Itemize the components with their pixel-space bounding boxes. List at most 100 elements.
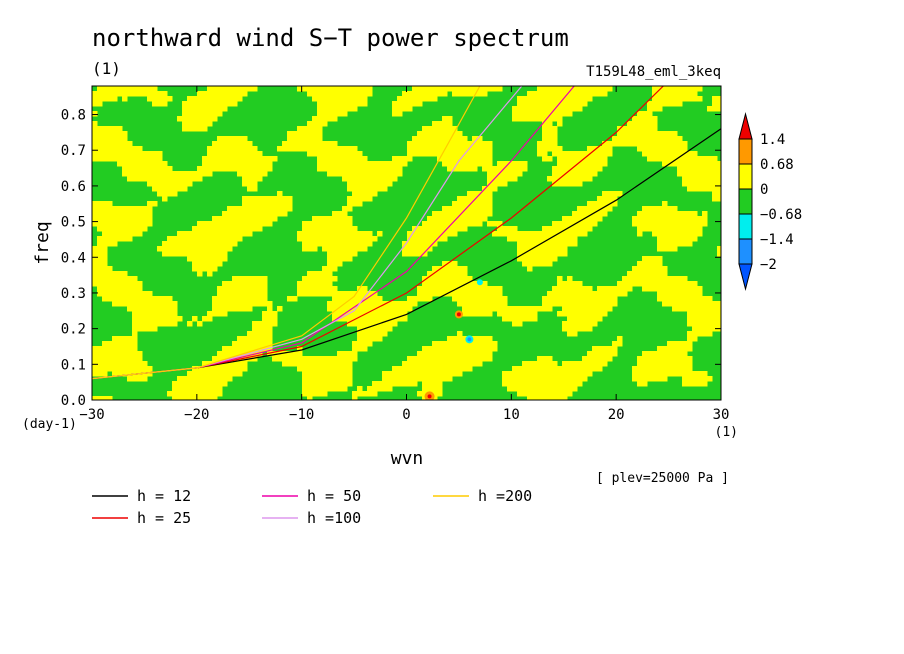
field-cell bbox=[202, 266, 208, 272]
field-cell bbox=[487, 221, 493, 227]
field-cell bbox=[342, 111, 348, 117]
field-cell bbox=[487, 351, 493, 357]
field-cell bbox=[337, 211, 343, 217]
field-cell bbox=[222, 211, 228, 217]
field-cell bbox=[657, 281, 663, 287]
field-cell bbox=[692, 331, 698, 337]
field-cell bbox=[342, 361, 348, 367]
field-cell bbox=[537, 146, 543, 152]
field-cell bbox=[292, 356, 298, 362]
field-cell bbox=[422, 246, 428, 252]
field-cell bbox=[372, 301, 378, 307]
field-cell bbox=[337, 361, 343, 367]
field-cell bbox=[252, 336, 258, 342]
field-cell bbox=[452, 351, 458, 357]
field-cell bbox=[207, 96, 213, 102]
field-cell bbox=[242, 286, 248, 292]
field-cell bbox=[257, 336, 263, 342]
field-cell bbox=[317, 156, 323, 162]
field-cell bbox=[652, 136, 658, 142]
field-cell bbox=[112, 271, 118, 277]
field-cell bbox=[517, 236, 523, 242]
field-cell bbox=[392, 301, 398, 307]
field-cell bbox=[647, 266, 653, 272]
field-cell bbox=[222, 146, 228, 152]
field-cell bbox=[672, 241, 678, 247]
field-cell bbox=[702, 306, 708, 312]
field-cell bbox=[182, 386, 188, 392]
field-cell bbox=[692, 221, 698, 227]
field-cell bbox=[137, 156, 143, 162]
field-cell bbox=[637, 361, 643, 367]
field-cell bbox=[122, 301, 128, 307]
field-cell bbox=[542, 121, 548, 127]
field-cell bbox=[487, 211, 493, 217]
field-cell bbox=[547, 256, 553, 262]
field-cell bbox=[677, 136, 683, 142]
field-cell bbox=[557, 376, 563, 382]
field-cell bbox=[557, 241, 563, 247]
field-cell bbox=[567, 381, 573, 387]
field-cell bbox=[667, 151, 673, 157]
field-cell bbox=[337, 161, 343, 167]
field-cell bbox=[327, 236, 333, 242]
field-cell bbox=[222, 311, 228, 317]
field-cell bbox=[347, 231, 353, 237]
field-cell bbox=[247, 171, 253, 177]
field-cell bbox=[337, 256, 343, 262]
field-cell bbox=[322, 216, 328, 222]
field-cell bbox=[92, 396, 98, 400]
field-cell bbox=[697, 96, 703, 102]
field-cell bbox=[127, 206, 133, 212]
field-cell bbox=[687, 286, 693, 292]
field-cell bbox=[367, 321, 373, 327]
field-cell bbox=[137, 296, 143, 302]
field-cell bbox=[207, 366, 213, 372]
field-cell bbox=[377, 161, 383, 167]
field-cell bbox=[642, 131, 648, 137]
field-cell bbox=[152, 201, 158, 207]
field-cell bbox=[447, 151, 453, 157]
field-cell bbox=[662, 96, 668, 102]
field-cell bbox=[102, 236, 108, 242]
colorbar-segment bbox=[738, 238, 753, 265]
field-cell bbox=[462, 216, 468, 222]
field-cell bbox=[692, 186, 698, 192]
field-cell bbox=[482, 341, 488, 347]
field-cell bbox=[522, 161, 528, 167]
field-cell bbox=[562, 226, 568, 232]
field-cell bbox=[427, 361, 433, 367]
field-cell bbox=[677, 296, 683, 302]
field-cell bbox=[352, 91, 358, 97]
field-cell bbox=[377, 326, 383, 332]
field-cell bbox=[437, 281, 443, 287]
field-cell bbox=[552, 371, 558, 377]
field-cell bbox=[437, 286, 443, 292]
field-cell bbox=[337, 306, 343, 312]
field-cell bbox=[107, 281, 113, 287]
field-cell bbox=[642, 226, 648, 232]
field-cell bbox=[97, 346, 103, 352]
field-cell bbox=[327, 356, 333, 362]
field-cell bbox=[312, 91, 318, 97]
field-cell bbox=[152, 176, 158, 182]
field-cell bbox=[132, 291, 138, 297]
field-cell bbox=[532, 246, 538, 252]
field-cell bbox=[502, 311, 508, 317]
field-cell bbox=[92, 146, 98, 152]
field-cell bbox=[707, 311, 713, 317]
field-cell bbox=[337, 261, 343, 267]
field-cell bbox=[187, 101, 193, 107]
field-cell bbox=[692, 336, 698, 342]
field-cell bbox=[682, 176, 688, 182]
field-cell bbox=[477, 341, 483, 347]
field-cell bbox=[227, 351, 233, 357]
field-cell bbox=[657, 211, 663, 217]
field-cell bbox=[142, 211, 148, 217]
field-cell bbox=[717, 301, 721, 307]
field-cell bbox=[317, 241, 323, 247]
field-cell bbox=[437, 221, 443, 227]
field-cell bbox=[517, 101, 523, 107]
field-cell bbox=[232, 281, 238, 287]
field-cell bbox=[667, 351, 673, 357]
